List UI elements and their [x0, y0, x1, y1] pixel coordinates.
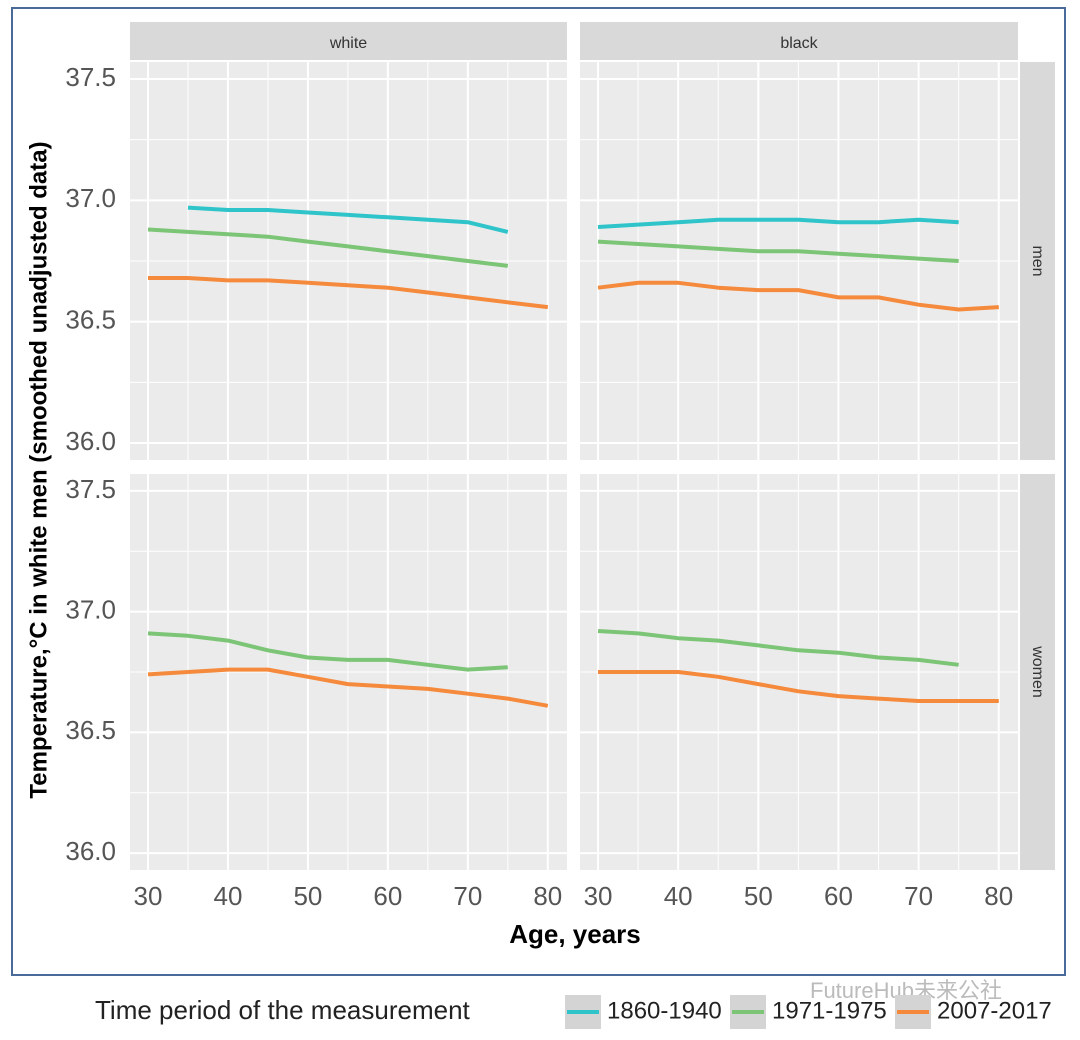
data-line [598, 670, 999, 703]
x-tick-label: 60 [373, 881, 402, 911]
y-tick-label: 36.5 [65, 305, 116, 335]
x-tick-label: 80 [984, 881, 1013, 911]
y-tick-label: 36.0 [65, 426, 116, 456]
x-tick-label: 30 [584, 881, 613, 911]
data-line [597, 239, 959, 263]
x-tick-label: 30 [134, 881, 163, 911]
column-strip-label: black [780, 35, 818, 52]
x-tick-label: 60 [824, 881, 853, 911]
column-strip-label: white [329, 35, 367, 52]
strip [580, 22, 1018, 60]
x-tick-label: 70 [453, 881, 482, 911]
legend-label: 2007-2017 [937, 997, 1052, 1024]
row-strip-label: men [1029, 245, 1046, 276]
legend-title: Time period of the measurement [95, 995, 471, 1025]
frame [11, 7, 1066, 976]
row-strip-label: women [1029, 645, 1046, 698]
data-line [187, 205, 509, 234]
x-axis-label: Age, years [509, 919, 641, 949]
data-line [597, 629, 959, 667]
data-line [147, 667, 549, 708]
y-tick-label: 37.0 [65, 183, 116, 213]
x-tick-label: 40 [664, 881, 693, 911]
legend-label: 1860-1940 [607, 997, 722, 1024]
y-tick-label: 37.5 [65, 474, 116, 504]
y-tick-label: 36.5 [65, 715, 116, 745]
data-line [597, 217, 959, 229]
strip [1020, 62, 1055, 460]
data-line [597, 280, 999, 312]
x-tick-label: 40 [213, 881, 242, 911]
x-tick-label: 50 [293, 881, 322, 911]
x-tick-label: 50 [744, 881, 773, 911]
data-line [147, 631, 508, 672]
x-tick-label: 80 [533, 881, 562, 911]
strip [130, 22, 567, 60]
y-tick-label: 37.5 [65, 62, 116, 92]
y-tick-label: 36.0 [65, 836, 116, 866]
data-line [148, 276, 549, 310]
y-axis-label: Temperature,°C in white men (smoothed un… [25, 141, 52, 798]
data-line [147, 227, 509, 268]
x-tick-label: 70 [904, 881, 933, 911]
y-tick-label: 37.0 [65, 595, 116, 625]
strip [1020, 474, 1055, 870]
legend-label: 1971-1975 [772, 997, 887, 1024]
